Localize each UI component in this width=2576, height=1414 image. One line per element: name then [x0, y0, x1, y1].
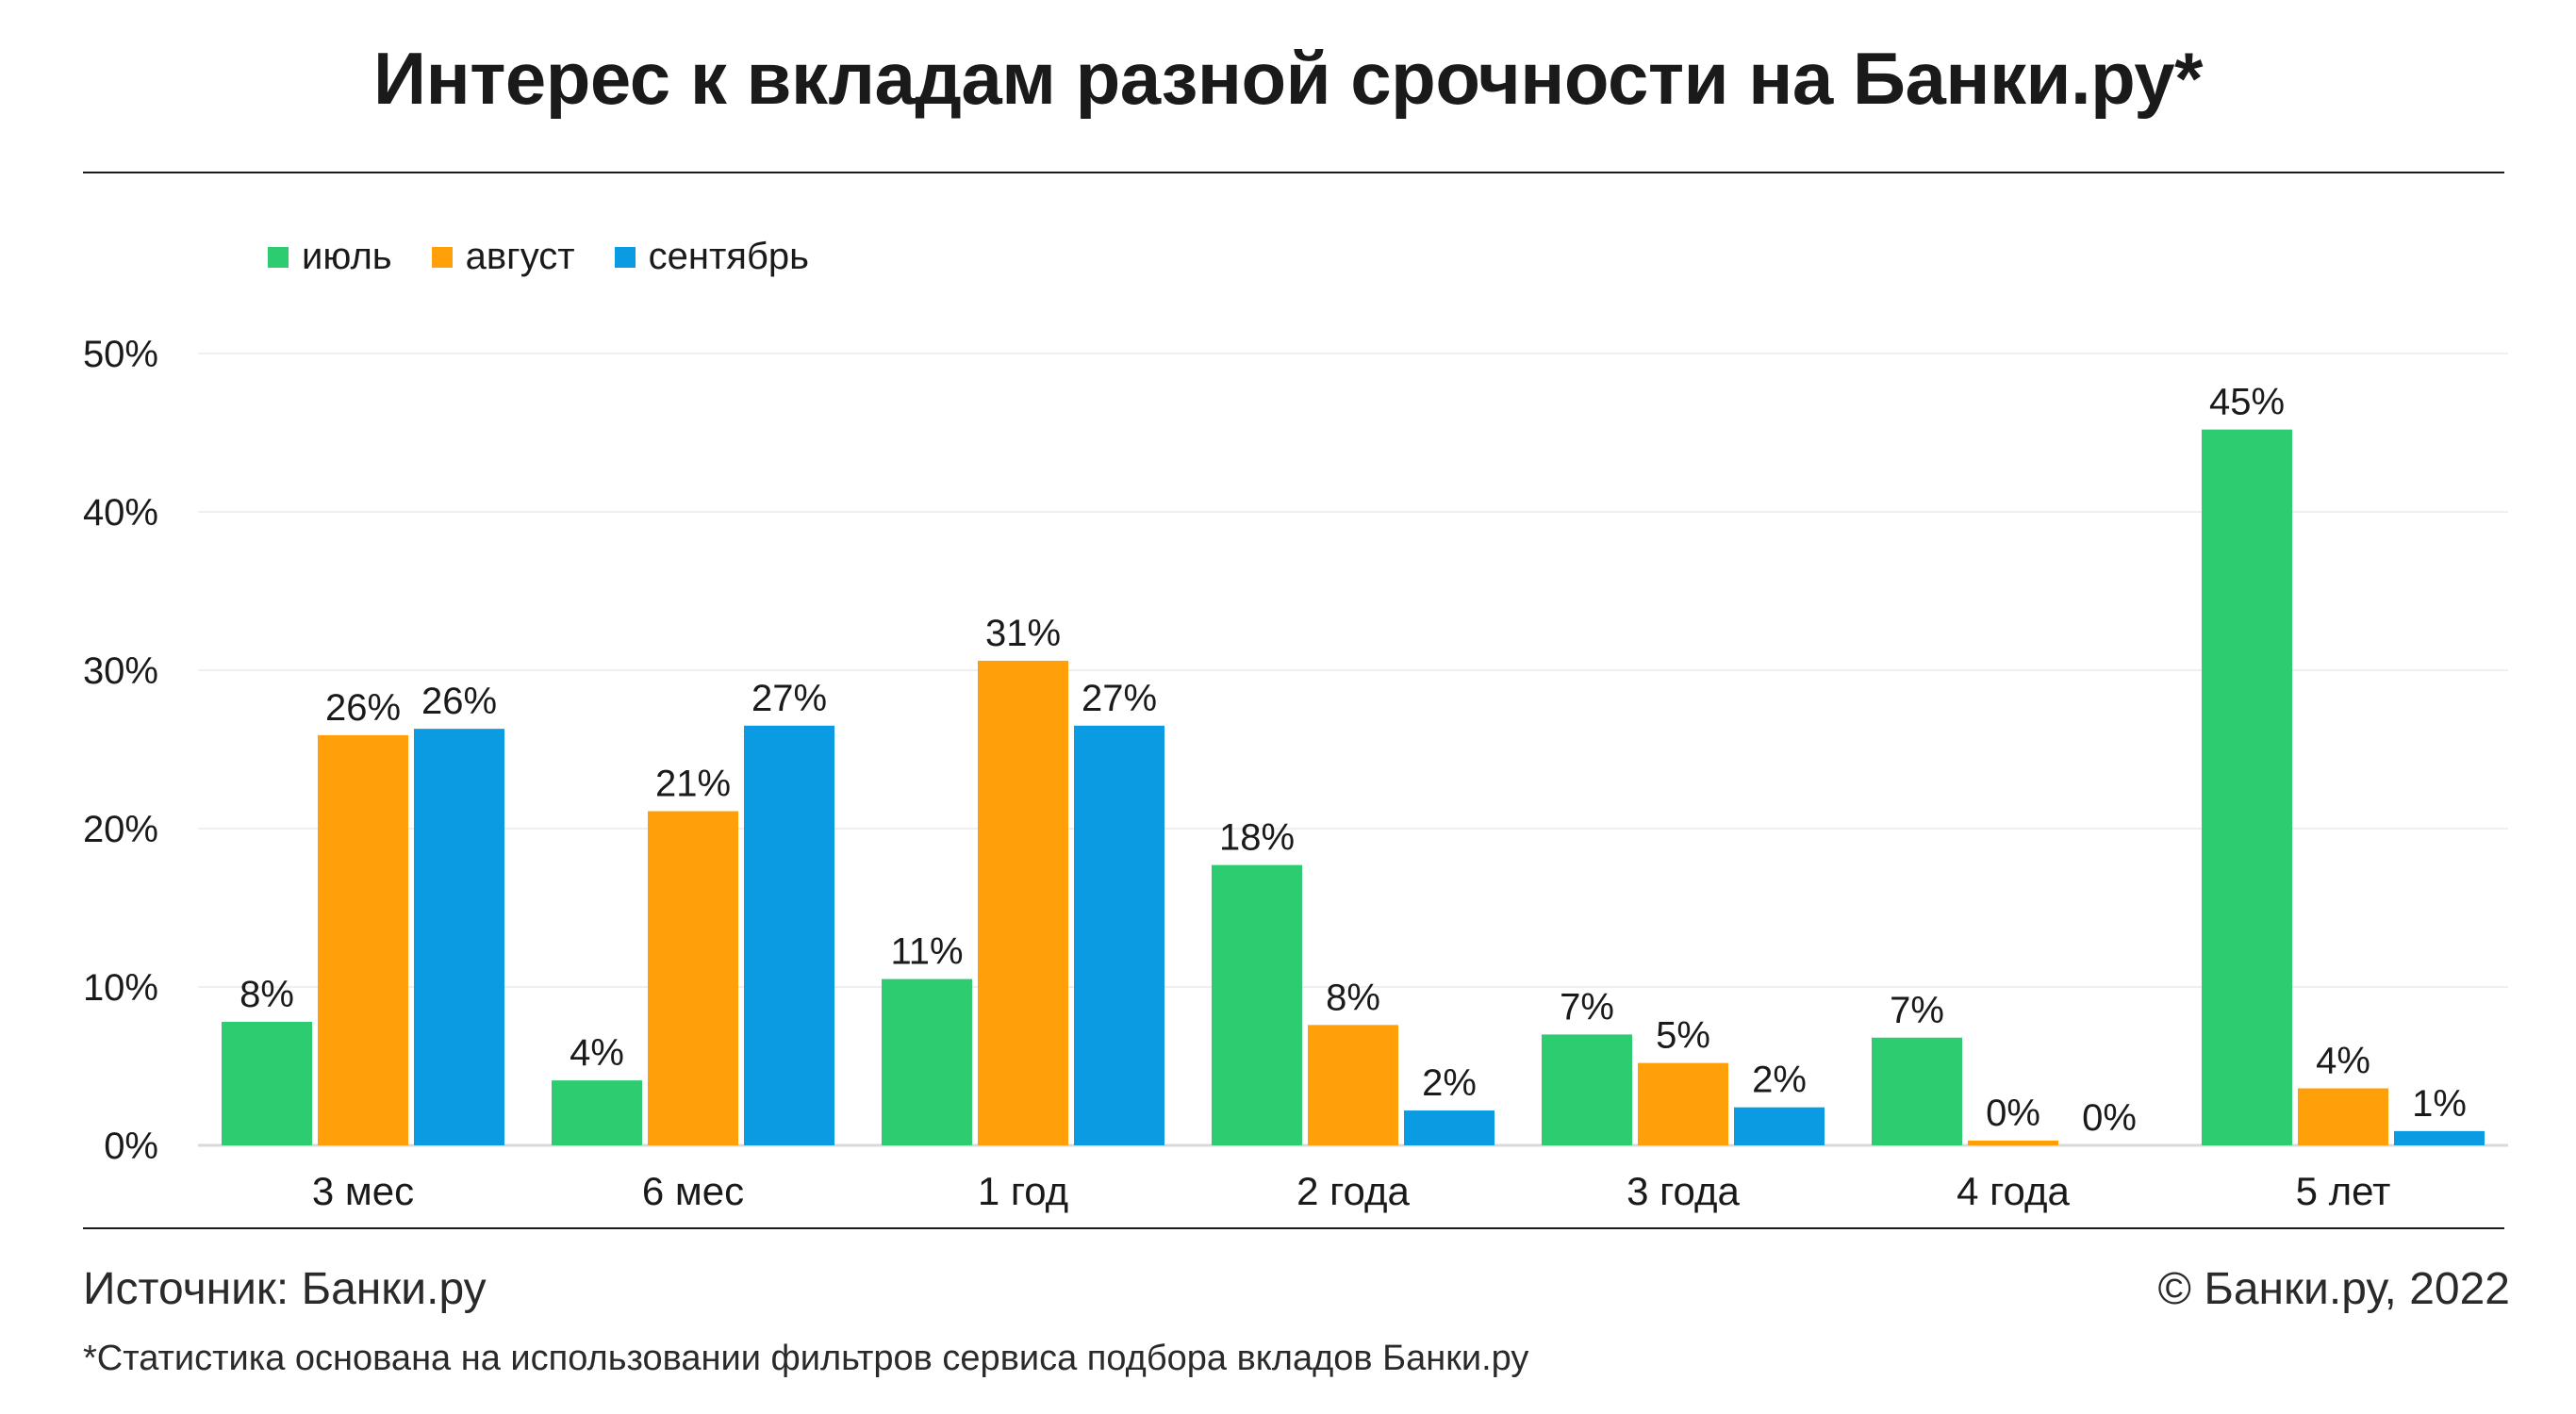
bar: [318, 734, 408, 1145]
bar: [1074, 725, 1164, 1145]
data-label: 0%: [2082, 1097, 2137, 1139]
legend-swatch-july: [268, 246, 289, 268]
bar: [744, 725, 834, 1145]
y-tick-label: 30%: [83, 650, 158, 692]
data-label: 27%: [751, 678, 827, 719]
copyright-text: © Банки.ру, 2022: [2157, 1264, 2510, 1314]
data-label: 4%: [570, 1032, 624, 1074]
bar: [978, 660, 1068, 1145]
data-label: 2%: [1422, 1062, 1477, 1104]
source-text: Источник: Банки.ру: [83, 1264, 487, 1314]
data-label: 2%: [1752, 1060, 1807, 1101]
x-tick-label: 6 мес: [642, 1169, 744, 1213]
y-tick-label: 50%: [83, 334, 158, 375]
bar: [1212, 864, 1302, 1145]
y-tick-label: 10%: [83, 967, 158, 1009]
x-tick-label: 3 года: [1627, 1169, 1740, 1213]
data-label: 11%: [890, 931, 963, 973]
data-label: 1%: [2412, 1083, 2467, 1125]
bar: [1404, 1110, 1494, 1145]
legend-swatch-august: [431, 246, 453, 268]
legend-item-september: сентябрь: [614, 236, 809, 278]
data-label: 7%: [1560, 986, 1614, 1028]
bar: [1542, 1034, 1632, 1145]
bar-chart: 0% 10% 20% 30% 40% 50% 8% 26% 26% 3 мес 4% 21% 27% 6 …: [83, 334, 2508, 1213]
data-label: 45%: [2209, 382, 2285, 423]
legend-label-september: сентябрь: [648, 236, 809, 277]
data-label: 18%: [1219, 817, 1295, 859]
data-label: 8%: [239, 974, 294, 1015]
x-tick-label: 2 года: [1296, 1169, 1410, 1213]
data-label: 26%: [421, 681, 497, 722]
bar: [2202, 429, 2292, 1145]
legend: июль август сентябрь: [268, 236, 809, 278]
data-label: 27%: [1082, 678, 1157, 719]
data-label: 26%: [325, 687, 401, 729]
bar: [648, 811, 738, 1145]
bar: [2298, 1088, 2388, 1145]
data-label: 4%: [2316, 1041, 2370, 1082]
bar: [1308, 1025, 1398, 1145]
y-tick-label: 0%: [104, 1126, 158, 1167]
x-tick-label: 3 мес: [312, 1169, 414, 1213]
bar: [2394, 1130, 2485, 1145]
y-tick-label: 20%: [83, 809, 158, 850]
bar: [1638, 1062, 1728, 1145]
data-label: 0%: [1986, 1093, 2040, 1134]
chart-title: Интерес к вкладам разной срочности на Ба…: [373, 37, 2203, 120]
legend-item-july: июль: [268, 236, 392, 278]
data-label: 21%: [655, 764, 731, 805]
data-label: 7%: [1890, 990, 1944, 1031]
bar: [882, 978, 972, 1145]
legend-item-august: август: [431, 236, 575, 278]
data-label: 5%: [1656, 1015, 1710, 1057]
y-tick-label: 40%: [83, 492, 158, 534]
legend-swatch-september: [614, 246, 636, 268]
footnote-text: *Статистика основана на использовании фи…: [83, 1339, 1529, 1378]
bar: [1968, 1140, 2058, 1145]
bottom-divider: [83, 1227, 2504, 1229]
data-label: 31%: [985, 613, 1061, 654]
bar: [1872, 1037, 1962, 1145]
data-label: 8%: [1326, 977, 1380, 1018]
legend-label-july: июль: [302, 236, 392, 277]
x-tick-label: 5 лет: [2296, 1169, 2391, 1213]
top-divider: [83, 172, 2504, 173]
legend-label-august: август: [465, 236, 575, 277]
bar: [222, 1021, 312, 1145]
x-tick-label: 4 года: [1957, 1169, 2070, 1213]
x-tick-label: 1 год: [978, 1169, 1068, 1213]
bar: [552, 1080, 642, 1145]
bar: [414, 729, 504, 1145]
bar: [1734, 1107, 1825, 1145]
